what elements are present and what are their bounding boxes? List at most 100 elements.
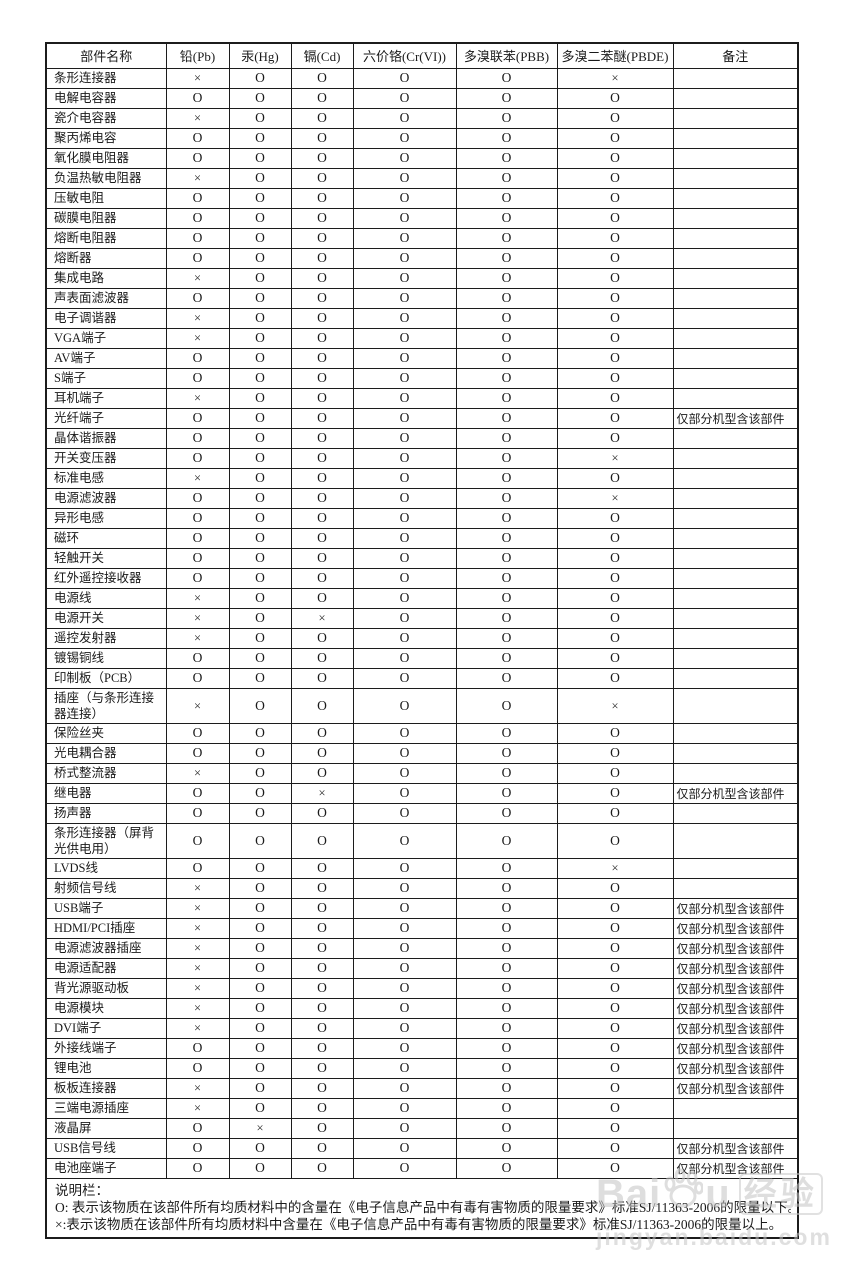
table-row: 压敏电阻 O O O O O O (45, 187, 799, 209)
substance-value: O (455, 427, 558, 449)
substance-value: O (290, 937, 354, 959)
substance-value: O (290, 742, 354, 764)
remark (672, 267, 799, 289)
substance-value: O (455, 287, 558, 309)
remark (672, 547, 799, 569)
table-row: S端子 O O O O O O (45, 367, 799, 389)
substance-value: O (228, 147, 292, 169)
substance-value: O (290, 327, 354, 349)
substance-value: O (556, 1117, 674, 1139)
substance-value: × (165, 877, 230, 899)
substance-value: O (228, 627, 292, 649)
substance-value: O (352, 87, 457, 109)
substance-value: O (455, 897, 558, 919)
substance-value: O (165, 207, 230, 229)
substance-value: O (455, 267, 558, 289)
substance-value: O (352, 667, 457, 689)
substance-value: O (165, 447, 230, 469)
substance-value: O (556, 1097, 674, 1119)
substance-value: O (290, 507, 354, 529)
remark (672, 1117, 799, 1139)
substance-value: × (165, 587, 230, 609)
substance-value: O (352, 207, 457, 229)
substance-value: O (352, 957, 457, 979)
substance-value: O (455, 407, 558, 429)
table-row: USB信号线 O O O O O O 仅部分机型含该部件 (45, 1137, 799, 1159)
substance-value: O (165, 1057, 230, 1079)
table-row: 条形连接器 × O O O O × (45, 67, 799, 89)
substance-value: O (556, 802, 674, 824)
substance-value: O (455, 147, 558, 169)
substance-value: O (455, 487, 558, 509)
part-name: 继电器 (45, 782, 167, 804)
substance-value: O (228, 187, 292, 209)
substance-value: O (290, 87, 354, 109)
remark: 仅部分机型含该部件 (672, 997, 799, 1019)
substance-value: O (455, 857, 558, 879)
substance-value: × (165, 977, 230, 999)
substance-value: O (455, 647, 558, 669)
table-row: HDMI/PCI插座 × O O O O O 仅部分机型含该部件 (45, 917, 799, 939)
substance-value: O (290, 427, 354, 449)
substance-value: O (165, 722, 230, 744)
substance-value: O (352, 187, 457, 209)
substance-value: O (165, 487, 230, 509)
substance-value: O (165, 742, 230, 764)
substance-value: O (352, 1037, 457, 1059)
remark (672, 367, 799, 389)
substance-value: O (290, 187, 354, 209)
substance-value: O (165, 857, 230, 879)
substance-value: O (165, 782, 230, 804)
part-name: 电源线 (45, 587, 167, 609)
substance-value: × (165, 67, 230, 89)
part-name: USB信号线 (45, 1137, 167, 1159)
substance-value: O (556, 587, 674, 609)
substance-value: O (352, 607, 457, 629)
notes-row: 说明栏： O: 表示该物质在该部件所有均质材料中的含量在《电子信息产品中有毒有害… (45, 1177, 799, 1238)
substance-value: O (556, 917, 674, 939)
table-row: 集成电路 × O O O O O (45, 267, 799, 289)
substance-value: × (165, 167, 230, 189)
substance-value: O (352, 1017, 457, 1039)
substance-value: O (352, 307, 457, 329)
notes-cell: 说明栏： O: 表示该物质在该部件所有均质材料中的含量在《电子信息产品中有毒有害… (45, 1177, 799, 1238)
substance-value: O (290, 667, 354, 689)
substance-value: O (556, 1077, 674, 1099)
substance-value: O (228, 127, 292, 149)
substance-value: O (352, 782, 457, 804)
remark (672, 107, 799, 129)
substance-value: O (455, 567, 558, 589)
substance-value: O (352, 857, 457, 879)
substance-value: × (556, 687, 674, 724)
substance-value: O (352, 877, 457, 899)
table-row: 声表面滤波器 O O O O O O (45, 287, 799, 309)
remark (672, 87, 799, 109)
substance-value: O (352, 587, 457, 609)
table-row: 保险丝夹 O O O O O O (45, 722, 799, 744)
substance-value: O (455, 67, 558, 89)
substance-value: O (228, 742, 292, 764)
substance-value: O (455, 997, 558, 1019)
substance-value: O (556, 107, 674, 129)
table-row: 印制板（PCB） O O O O O O (45, 667, 799, 689)
part-name: 压敏电阻 (45, 187, 167, 209)
substance-value: O (556, 567, 674, 589)
remark (672, 207, 799, 229)
part-name: 瓷介电容器 (45, 107, 167, 129)
substance-value: O (228, 567, 292, 589)
substance-value: O (165, 287, 230, 309)
substance-value: × (556, 67, 674, 89)
substance-value: O (455, 782, 558, 804)
substance-value: O (290, 307, 354, 329)
substance-value: O (290, 1117, 354, 1139)
substance-value: O (165, 1137, 230, 1159)
substance-value: O (455, 1117, 558, 1139)
substance-value: O (228, 897, 292, 919)
part-name: 晶体谐振器 (45, 427, 167, 449)
substance-value: O (455, 447, 558, 469)
table-row: 熔断器 O O O O O O (45, 247, 799, 269)
substance-value: × (165, 957, 230, 979)
substance-value: O (352, 1137, 457, 1159)
substance-value: O (455, 107, 558, 129)
table-row: 电解电容器 O O O O O O (45, 87, 799, 109)
